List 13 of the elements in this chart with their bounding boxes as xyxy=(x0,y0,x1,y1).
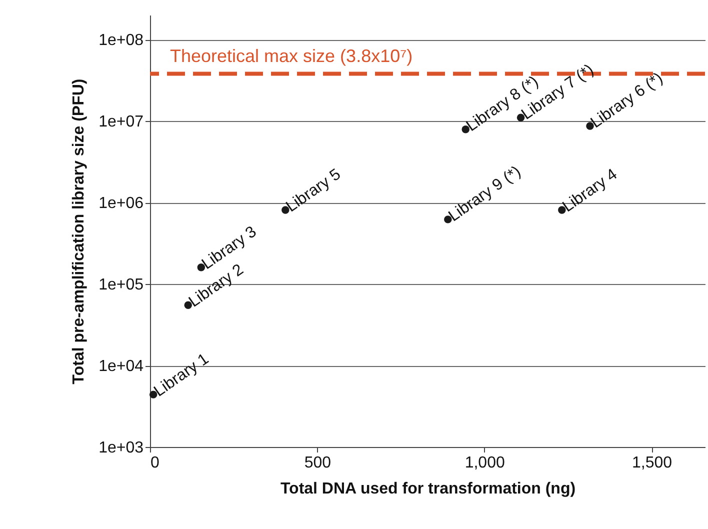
x-tick-label: 500 xyxy=(304,454,332,472)
y-tick-label: 1e+03 xyxy=(98,440,144,456)
x-tick-label: 1,500 xyxy=(632,454,672,472)
ref-line-label: Theoretical max size (3.8x10⁷) xyxy=(170,46,413,66)
y-tick-label: 1e+06 xyxy=(98,195,144,212)
y-tick-label: 1e+04 xyxy=(98,358,144,376)
x-tick-label: 1,000 xyxy=(464,454,505,472)
y-tick-label: 1e+05 xyxy=(98,276,144,294)
y-axis-title: Total pre-amplification library size (PFU) xyxy=(70,78,88,384)
x-axis-title: Total DNA used for transformation (ng) xyxy=(280,480,576,498)
y-tick-label: 1e+08 xyxy=(98,32,144,50)
y-tick-label: 1e+07 xyxy=(98,114,144,131)
x-tick-label: 0 xyxy=(150,454,160,472)
